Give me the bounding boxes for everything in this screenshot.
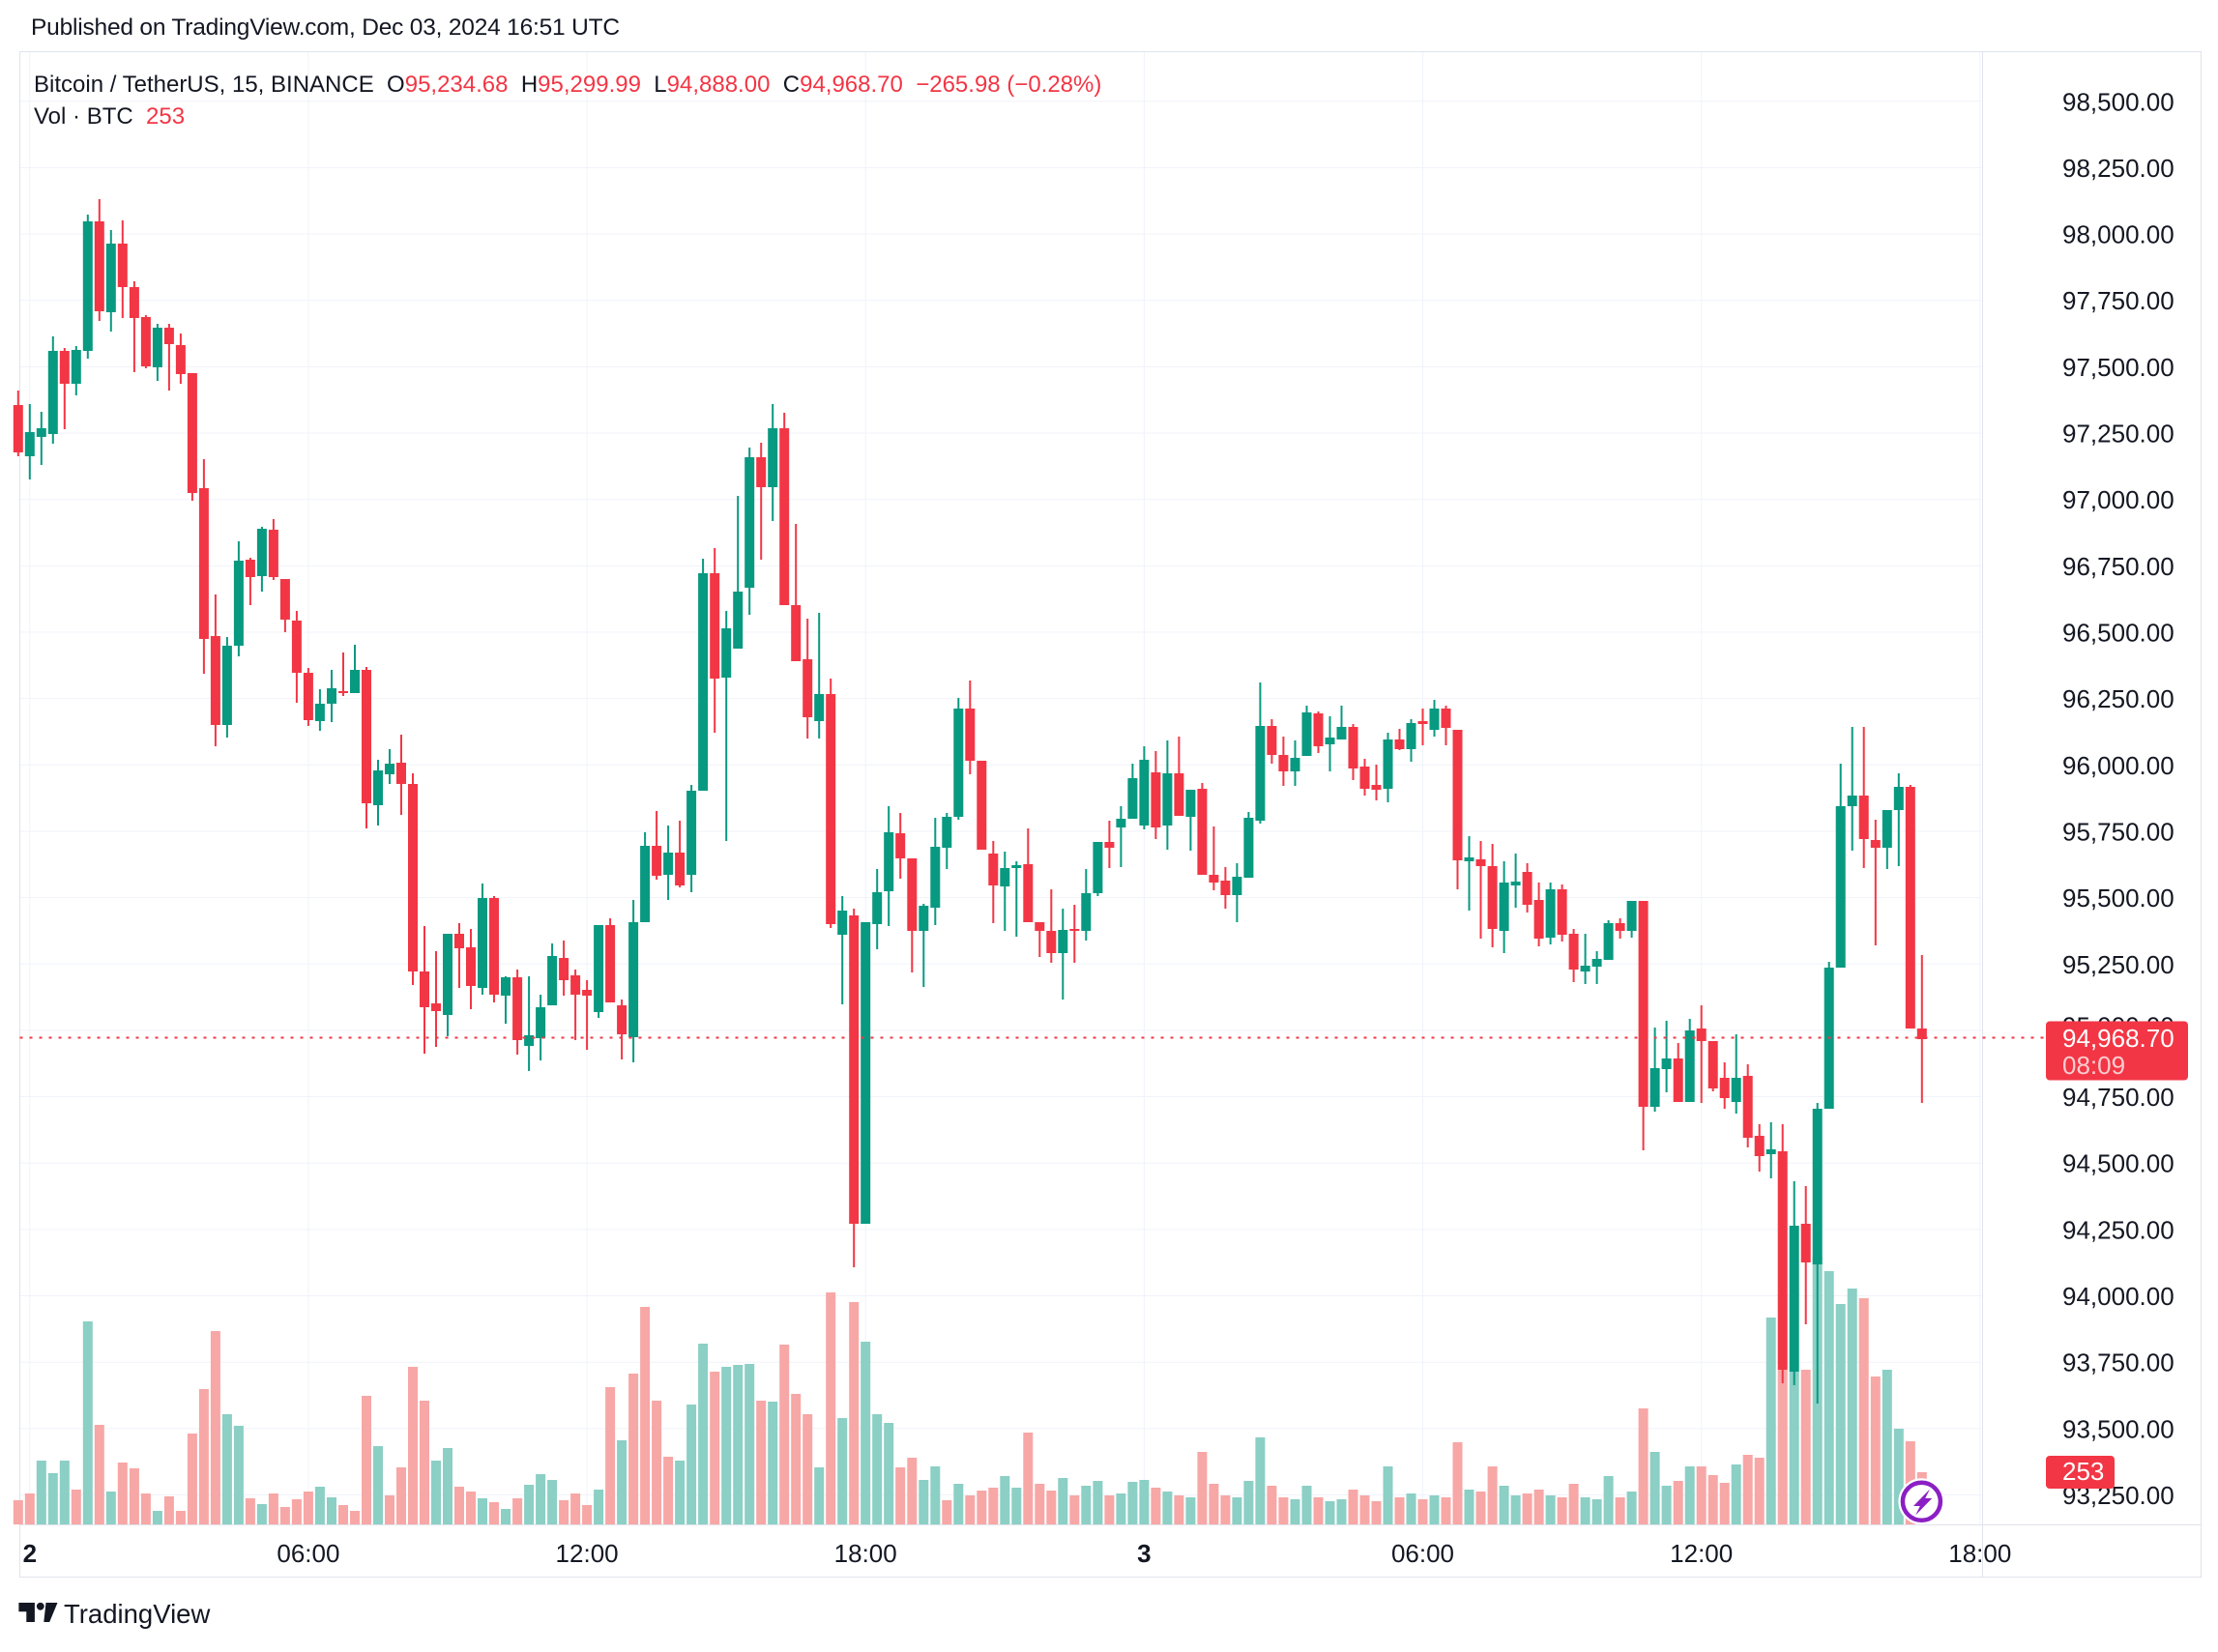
svg-text:06:00: 06:00 xyxy=(277,1539,339,1568)
svg-text:12:00: 12:00 xyxy=(556,1539,619,1568)
svg-text:97,500.00: 97,500.00 xyxy=(2062,353,2174,382)
svg-text:94,750.00: 94,750.00 xyxy=(2062,1083,2174,1112)
svg-text:94,250.00: 94,250.00 xyxy=(2062,1215,2174,1244)
svg-text:Published on TradingView.com,: Published on TradingView.com, Dec 03, 20… xyxy=(31,14,620,41)
svg-text:18:00: 18:00 xyxy=(834,1539,897,1568)
svg-text:3: 3 xyxy=(1137,1539,1151,1568)
svg-text:95,500.00: 95,500.00 xyxy=(2062,884,2174,913)
svg-text:94,500.00: 94,500.00 xyxy=(2062,1149,2174,1178)
svg-text:18:00: 18:00 xyxy=(1948,1539,2011,1568)
svg-text:2: 2 xyxy=(23,1539,37,1568)
svg-text:12:00: 12:00 xyxy=(1670,1539,1733,1568)
svg-text:98,250.00: 98,250.00 xyxy=(2062,154,2174,183)
svg-text:96,750.00: 96,750.00 xyxy=(2062,552,2174,581)
svg-text:98,000.00: 98,000.00 xyxy=(2062,220,2174,249)
svg-text:97,250.00: 97,250.00 xyxy=(2062,420,2174,449)
svg-text:06:00: 06:00 xyxy=(1391,1539,1454,1568)
svg-text:Vol · BTC 253: Vol · BTC 253 xyxy=(34,103,185,130)
svg-text:94,000.00: 94,000.00 xyxy=(2062,1282,2174,1311)
svg-text:253: 253 xyxy=(2062,1457,2104,1486)
svg-text:97,750.00: 97,750.00 xyxy=(2062,286,2174,315)
svg-text:95,750.00: 95,750.00 xyxy=(2062,818,2174,847)
svg-text:96,250.00: 96,250.00 xyxy=(2062,684,2174,713)
svg-text:93,750.00: 93,750.00 xyxy=(2062,1348,2174,1377)
svg-text:96,500.00: 96,500.00 xyxy=(2062,619,2174,648)
svg-text:96,000.00: 96,000.00 xyxy=(2062,751,2174,780)
svg-text:94,968.70: 94,968.70 xyxy=(2062,1024,2174,1053)
svg-text:08:09: 08:09 xyxy=(2062,1051,2125,1080)
svg-text:TradingView: TradingView xyxy=(64,1599,210,1629)
svg-text:97,000.00: 97,000.00 xyxy=(2062,485,2174,514)
svg-text:98,500.00: 98,500.00 xyxy=(2062,87,2174,116)
svg-text:95,250.00: 95,250.00 xyxy=(2062,950,2174,979)
svg-text:93,500.00: 93,500.00 xyxy=(2062,1414,2174,1443)
svg-text:Bitcoin / TetherUS, 15, BINANC: Bitcoin / TetherUS, 15, BINANCE O95,234.… xyxy=(34,72,1101,98)
